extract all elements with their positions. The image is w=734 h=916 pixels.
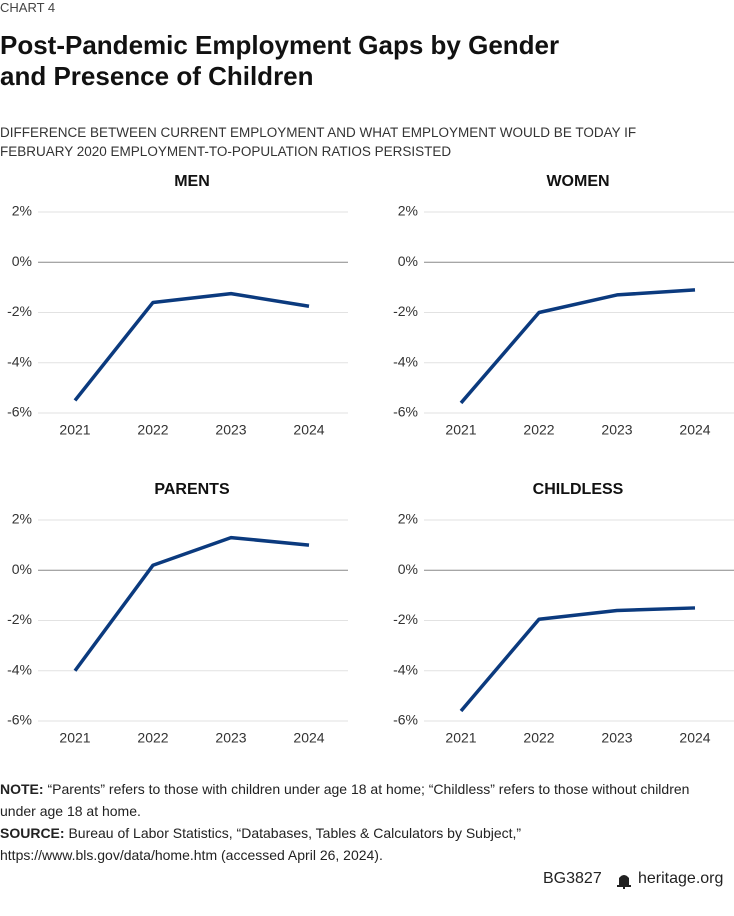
data-line [459, 606, 696, 713]
y-tick-label: -4% [7, 661, 32, 677]
x-tick-label: 2022 [137, 422, 168, 438]
y-tick-label: -2% [7, 611, 32, 627]
x-tick-label: 2024 [679, 422, 710, 438]
y-tick-label: 2% [12, 203, 32, 219]
charts: MEN -6% -4% -2% 0% 2% 2021 2022 2023 2024 WOMEN -6%… [7, 173, 734, 746]
y-tick-label: -6% [393, 404, 418, 420]
y-tick-label: -2% [7, 303, 32, 319]
y-tick-label: -4% [7, 353, 32, 369]
x-tick-label: 2021 [59, 730, 90, 746]
logo-icon [617, 875, 631, 889]
y-tick-label: 2% [398, 511, 418, 527]
y-tick-label: -6% [393, 712, 418, 728]
y-tick-label: -4% [393, 661, 418, 677]
chart-label: CHART 4 [0, 0, 56, 15]
y-tick-label: 0% [12, 561, 32, 577]
y-tick-label: 0% [12, 253, 32, 269]
source-text: Bureau of Labor Statistics, “Databases, … [0, 825, 522, 863]
x-tick-label: 2023 [601, 422, 632, 438]
x-tick-label: 2021 [445, 422, 476, 438]
source-label: SOURCE: [0, 825, 65, 841]
footer-site: heritage.org [638, 870, 724, 887]
note: NOTE: “Parents” refers to those with chi… [0, 778, 725, 822]
title: Post-Pandemic Employment Gaps by Gender … [0, 30, 560, 91]
y-tick-label: -6% [7, 712, 32, 728]
x-tick-label: 2022 [137, 730, 168, 746]
data-line [73, 291, 310, 402]
x-tick-label: 2021 [59, 422, 90, 438]
x-tick-label: 2023 [215, 730, 246, 746]
y-tick-label: 0% [398, 253, 418, 269]
x-tick-label: 2023 [601, 730, 632, 746]
panel-title: CHILDLESS [533, 481, 624, 498]
subtitle: DIFFERENCE BETWEEN CURRENT EMPLOYMENT AN… [0, 125, 637, 159]
panel-title: MEN [174, 173, 210, 190]
footer-code: BG3827 [543, 870, 602, 887]
y-tick-label: -2% [393, 611, 418, 627]
y-tick-label: 2% [398, 203, 418, 219]
data-line [73, 535, 310, 672]
x-tick-label: 2024 [293, 730, 324, 746]
panel-title: PARENTS [154, 481, 230, 498]
y-tick-label: -2% [393, 303, 418, 319]
x-tick-label: 2024 [293, 422, 324, 438]
x-tick-label: 2024 [679, 730, 710, 746]
note-label: NOTE: [0, 781, 44, 797]
y-tick-label: -4% [393, 353, 418, 369]
note-text: “Parents” refers to those with children … [0, 781, 690, 819]
x-tick-label: 2021 [445, 730, 476, 746]
y-tick-label: 2% [12, 511, 32, 527]
y-tick-label: -6% [7, 404, 32, 420]
x-tick-label: 2022 [523, 730, 554, 746]
panel-title: WOMEN [546, 173, 609, 190]
x-tick-label: 2022 [523, 422, 554, 438]
y-tick-label: 0% [398, 561, 418, 577]
x-tick-label: 2023 [215, 422, 246, 438]
data-line [459, 288, 696, 405]
source: SOURCE: Bureau of Labor Statistics, “Dat… [0, 822, 725, 866]
